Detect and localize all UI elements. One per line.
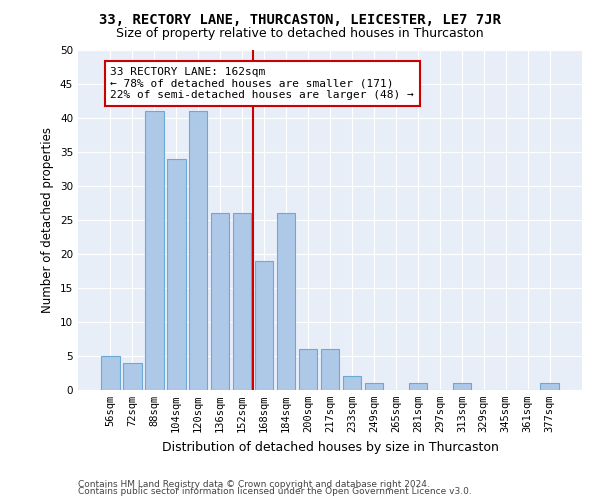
Bar — [452, 383, 471, 390]
Bar — [320, 349, 340, 390]
Bar — [255, 261, 274, 390]
Bar — [211, 213, 229, 390]
Text: 33, RECTORY LANE, THURCASTON, LEICESTER, LE7 7JR: 33, RECTORY LANE, THURCASTON, LEICESTER,… — [99, 12, 501, 26]
Text: Size of property relative to detached houses in Thurcaston: Size of property relative to detached ho… — [116, 28, 484, 40]
Text: Contains public sector information licensed under the Open Government Licence v3: Contains public sector information licen… — [78, 487, 472, 496]
Bar — [277, 213, 295, 390]
Bar — [145, 111, 164, 390]
Bar — [409, 383, 427, 390]
Bar — [189, 111, 208, 390]
Bar — [365, 383, 383, 390]
Y-axis label: Number of detached properties: Number of detached properties — [41, 127, 55, 313]
Bar — [299, 349, 317, 390]
Bar — [233, 213, 251, 390]
Bar — [343, 376, 361, 390]
Bar — [541, 383, 559, 390]
X-axis label: Distribution of detached houses by size in Thurcaston: Distribution of detached houses by size … — [161, 440, 499, 454]
Bar — [123, 363, 142, 390]
Text: 33 RECTORY LANE: 162sqm
← 78% of detached houses are smaller (171)
22% of semi-d: 33 RECTORY LANE: 162sqm ← 78% of detache… — [110, 67, 414, 100]
Bar — [101, 356, 119, 390]
Bar — [167, 159, 185, 390]
Text: Contains HM Land Registry data © Crown copyright and database right 2024.: Contains HM Land Registry data © Crown c… — [78, 480, 430, 489]
